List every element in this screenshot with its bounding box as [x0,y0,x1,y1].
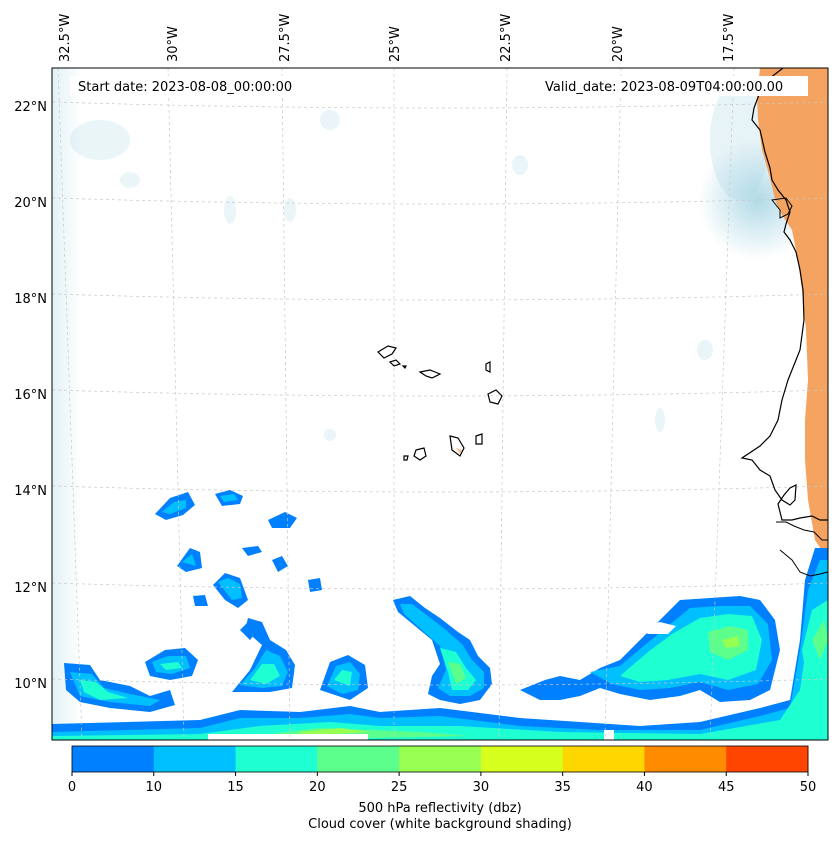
island-sao-nicolau [418,369,442,379]
meridian-line [604,68,622,740]
parallel-line [52,485,828,493]
colorbar-segment [562,746,645,772]
valid-date-label: Valid_date: 2023-08-09T04:00:00.00 [545,80,783,95]
parallel-line [52,389,828,397]
colorbar-segment [644,746,727,772]
longitude-label: 22.5°W [499,14,514,62]
longitude-label: 27.5°W [278,14,293,62]
island-brava [403,455,409,461]
coastline-banc-arguin [771,197,793,219]
colorbar-segment [153,746,237,772]
island-maio [475,433,483,445]
start-date-label: Start date: 2023-08-08_00:00:00 [78,80,292,95]
cloud-shading-west [52,68,82,740]
latitude-label: 18°N [14,292,47,307]
meridian-line [709,68,735,740]
colorbar-segment [480,746,564,772]
latitude-label: 10°N [14,677,47,692]
latitude-label: 16°N [14,388,47,403]
longitude-labels: 32.5°W 30°W 27.5°W 25°W 22.5°W 20°W 17.5°W [58,14,737,62]
colorbar-title: 500 hPa reflectivity (dbz) Cloud cover (… [72,801,808,833]
parallel-line [52,678,828,686]
colorbar-tick-label: 45 [718,780,735,795]
island-santo-antao [377,345,397,359]
colorbar: 0 10 15 20 25 30 35 40 45 50 [68,745,817,795]
colorbar-frame [71,745,809,773]
longitude-label: 17.5°W [722,14,737,62]
island-sal [485,361,491,373]
colorbar-segment [399,746,482,772]
colorbar-tick-label: 50 [800,780,817,795]
colorbar-label-reflectivity: 500 hPa reflectivity (dbz) [358,801,522,816]
coastline-guinea-bissau [776,521,828,541]
cloud-shading-patches [70,110,713,441]
latitude-label: 12°N [14,581,47,596]
longitude-label: 32.5°W [58,14,73,62]
longitude-label: 20°W [611,26,626,62]
island-sao-vicente [388,359,402,367]
meridian-line [498,68,508,740]
colorbar-tick-label: 20 [309,780,326,795]
latitude-label: 20°N [14,196,47,211]
colorbar-segment [726,746,809,772]
cape-verde-islands [377,345,503,461]
latitude-label: 22°N [14,100,47,115]
colorbar-segment [72,746,155,772]
colorbar-segment [317,746,400,772]
island-fogo [413,447,427,461]
colorbar-tick-label: 25 [391,780,408,795]
parallel-line [52,582,828,590]
colorbar-segment [235,746,318,772]
colorbar-tick-label: 15 [227,780,244,795]
colorbar-tick-label: 40 [636,780,653,795]
coastline [740,68,828,521]
island-santiago [449,435,465,457]
warm-land-shading [757,68,828,560]
parallel-line [52,101,828,109]
island-boa-vista [487,389,503,405]
colorbar-tick-label: 0 [68,780,76,795]
island-santa-luzia [401,365,407,370]
colorbar-tick-label: 35 [554,780,571,795]
colorbar-label-cloud-cover: Cloud cover (white background shading) [308,817,572,832]
meridian-line [281,68,291,740]
colorbar-tick-label: 30 [473,780,490,795]
map-frame [51,67,829,741]
colorbar-tick-label: 10 [146,780,163,795]
parallel-line [52,293,828,301]
latitude-labels: 22°N 20°N 18°N 16°N 14°N 12°N 10°N [14,100,47,692]
parallel-line [52,197,828,205]
meridian-line [57,68,83,740]
graticule [52,68,828,740]
longitude-label: 30°W [166,26,181,62]
coastline-guinea [779,549,828,577]
longitude-label: 25°W [388,26,403,62]
latitude-label: 14°N [14,484,47,499]
meridian-line [167,68,185,740]
